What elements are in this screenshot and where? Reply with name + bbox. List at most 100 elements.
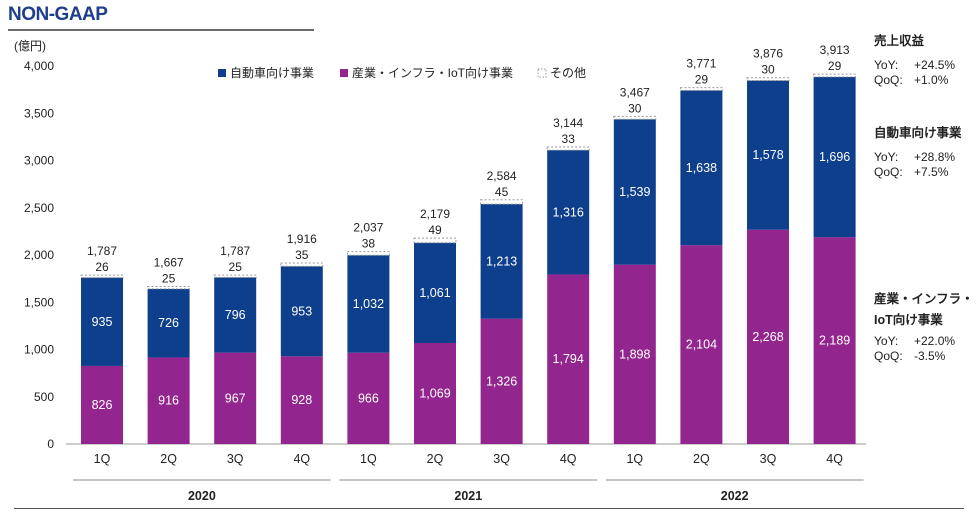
data-label-iiot: 1,326 — [486, 374, 517, 388]
bar-segment-auto — [147, 288, 190, 358]
legend-label: 産業・インフラ・IoT向け事業 — [352, 65, 513, 80]
bar-segment-auto — [613, 119, 656, 265]
auto-qoq-label: QoQ: — [874, 165, 903, 179]
total-label: 3,467 — [620, 85, 650, 99]
total-label: 2,037 — [353, 221, 383, 235]
bar-segment-iiot — [680, 245, 723, 444]
bar-segment-auto — [214, 277, 257, 353]
legend-swatch — [340, 69, 348, 77]
revenue-yoy-value: +24.5% — [914, 58, 956, 72]
legend-label: その他 — [550, 66, 586, 80]
bar-segment-other — [679, 87, 723, 91]
revenue-qoq-label: QoQ: — [874, 73, 903, 87]
bar-segment-auto — [347, 255, 390, 353]
bar-segment-auto — [680, 90, 723, 246]
bar-segment-iiot — [280, 356, 323, 444]
total-label: 1,667 — [154, 255, 184, 269]
x-tick-label: 3Q — [760, 452, 777, 466]
data-label-auto: 935 — [92, 315, 113, 329]
page-title: NON-GAAP — [8, 4, 108, 25]
data-label-iiot: 2,268 — [752, 330, 783, 344]
bar-segment-iiot — [547, 274, 590, 444]
auto-summary-title: 自動車向け事業 — [874, 126, 962, 140]
total-label: 3,144 — [553, 116, 583, 130]
bar-segment-other — [613, 115, 657, 120]
bar-segment-auto — [414, 242, 456, 343]
title-underline — [8, 29, 314, 31]
data-label-auto: 1,638 — [686, 161, 717, 175]
year-label: 2021 — [454, 489, 482, 503]
bar-segment-other — [80, 274, 124, 279]
bar-segment-other — [546, 146, 590, 151]
y-tick-label: 4,000 — [24, 59, 54, 73]
data-label-iiot: 2,189 — [819, 334, 850, 348]
iiot-yoy-value: +22.0% — [914, 334, 956, 348]
bar-segment-auto — [480, 204, 523, 319]
total-label: 2,179 — [420, 207, 450, 221]
data-label-auto: 796 — [225, 308, 246, 322]
bar-segment-other — [480, 199, 524, 205]
y-tick-label: 1,500 — [24, 295, 54, 309]
auto-yoy-value: +28.8% — [914, 150, 956, 164]
data-label-auto: 1,539 — [619, 185, 650, 199]
bar-segment-iiot — [613, 264, 656, 444]
bar-segment-auto — [547, 150, 590, 275]
year-label: 2022 — [721, 489, 749, 503]
bar-segment-iiot — [414, 342, 456, 444]
x-tick-label: 2Q — [160, 452, 177, 466]
data-label-iiot: 928 — [291, 393, 312, 407]
auto-qoq-value: +7.5% — [914, 165, 949, 179]
bar-segment-auto — [747, 80, 789, 230]
revenue-yoy-label: YoY: — [874, 58, 899, 72]
bar-segment-other — [280, 262, 324, 267]
total-label: 2,584 — [487, 169, 517, 183]
data-label-auto: 1,578 — [752, 148, 783, 162]
bar-segment-other — [746, 77, 790, 82]
data-label-iiot: 967 — [225, 391, 246, 405]
x-tick-label: 2Q — [427, 452, 444, 466]
total-label: 1,787 — [87, 244, 117, 258]
y-tick-label: 500 — [34, 390, 54, 404]
bar-segment-iiot — [747, 229, 789, 444]
y-tick-label: 1,000 — [24, 343, 54, 357]
data-label-other: 35 — [295, 248, 309, 262]
bar-segment-other — [147, 285, 191, 290]
data-label-other: 25 — [162, 271, 176, 285]
y-tick-label: 3,500 — [24, 106, 54, 120]
data-label-auto: 1,316 — [553, 205, 584, 219]
total-label: 3,876 — [753, 47, 783, 61]
x-tick-label: 3Q — [227, 452, 244, 466]
x-tick-label: 4Q — [560, 452, 577, 466]
legend-label: 自動車向け事業 — [230, 65, 314, 80]
bar-segment-iiot — [813, 237, 856, 444]
y-tick-label: 2,500 — [24, 201, 54, 215]
data-label-iiot: 2,104 — [686, 338, 717, 352]
data-label-other: 25 — [229, 260, 243, 274]
revenue-summary-title: 売上収益 — [874, 34, 925, 48]
legend-swatch — [218, 69, 226, 77]
total-label: 1,787 — [220, 244, 250, 258]
iiot-summary-title-line1: 産業・インフラ・ — [874, 292, 974, 306]
total-label: 1,916 — [287, 232, 317, 246]
bar-segment-other — [213, 274, 257, 278]
revenue-summary: 売上収益 YoY: +24.5% QoQ: +1.0% — [874, 34, 955, 88]
data-label-other: 49 — [428, 223, 442, 237]
year-label: 2020 — [188, 489, 216, 503]
data-label-auto: 726 — [158, 316, 179, 330]
bar-segment-iiot — [480, 318, 523, 444]
x-tick-label: 2Q — [693, 452, 710, 466]
iiot-qoq-label: QoQ: — [874, 349, 903, 363]
x-tick-label: 1Q — [626, 452, 643, 466]
data-label-auto: 953 — [291, 304, 312, 318]
bar-segment-auto — [280, 266, 323, 357]
total-label: 3,771 — [686, 57, 716, 71]
data-label-other: 38 — [362, 237, 376, 251]
data-label-iiot: 916 — [158, 394, 179, 408]
iiot-qoq-value: -3.5% — [914, 349, 946, 363]
data-label-auto: 1,696 — [819, 150, 850, 164]
bar-segment-iiot — [147, 357, 190, 444]
bar-segment-iiot — [81, 365, 123, 444]
bar-segment-iiot — [214, 352, 257, 444]
x-tick-label: 4Q — [293, 452, 310, 466]
